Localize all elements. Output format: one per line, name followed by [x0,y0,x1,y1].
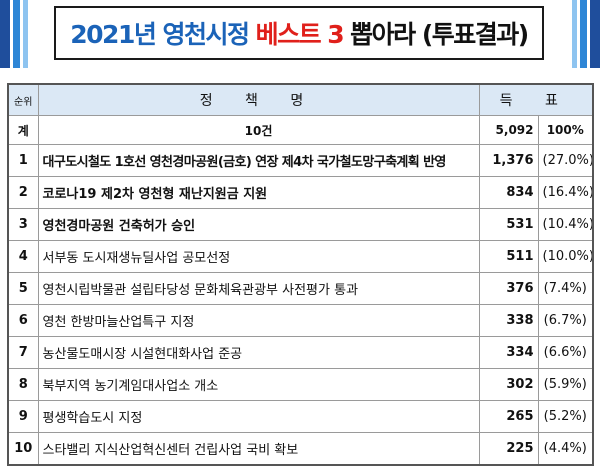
row-rank: 9 [7,400,39,433]
row-vote-percent: (10.0%) [537,240,594,273]
row-vote-count: 338 [478,304,539,337]
table-row: 1 대구도시철도 1호선 영천경마공원(금호) 연장 제4차 국가철도망구축계획… [7,144,594,177]
row-vote-count: 376 [478,272,539,305]
row-policy-name: 북부지역 농기계임대사업소 개소 [37,368,480,401]
row-policy-name: 영천경마공원 건축허가 승인 [37,208,480,241]
row-vote-count: 531 [478,208,539,241]
row-vote-count: 511 [478,240,539,273]
vote-result-table: 순위 정 책 명 득 표 계 10건 5,092 100% 1 대구도시철도 1… [7,83,594,466]
decorative-header-band [0,0,600,70]
page-title: 2021년 영천시정 베스트 3 뽑아라 (투표결과) [54,6,544,60]
row-rank: 5 [7,272,39,305]
row-rank: 8 [7,368,39,401]
total-votes: 5,092 [478,115,539,145]
row-vote-count: 302 [478,368,539,401]
row-vote-percent: (7.4%) [537,272,594,305]
row-policy-name: 코로나19 제2차 영천형 재난지원금 지원 [37,176,480,209]
right-stripe-mid [580,0,587,68]
row-vote-percent: (6.7%) [537,304,594,337]
row-policy-name: 평생학습도시 지정 [37,400,480,433]
row-policy-name: 스타밸리 지식산업혁신센터 건립사업 국비 확보 [37,432,480,466]
total-label: 계 [7,115,39,145]
row-policy-name: 서부동 도시재생뉴딜사업 공모선정 [37,240,480,273]
right-stripe-light [572,0,577,68]
left-stripe-mid [13,0,20,68]
table-row: 10 스타밸리 지식산업혁신센터 건립사업 국비 확보 225 (4.4%) [7,432,594,466]
row-vote-count: 1,376 [478,144,539,177]
row-vote-count: 834 [478,176,539,209]
row-vote-percent: (16.4%) [537,176,594,209]
table-header-row: 순위 정 책 명 득 표 [7,83,594,116]
table-row: 7 농산물도매시장 시설현대화사업 준공 334 (6.6%) [7,336,594,369]
table-total-row: 계 10건 5,092 100% [7,115,594,145]
total-count-items: 10건 [37,115,480,145]
row-vote-percent: (5.9%) [537,368,594,401]
table-row: 3 영천경마공원 건축허가 승인 531 (10.4%) [7,208,594,241]
row-rank: 10 [7,432,39,466]
table-row: 4 서부동 도시재생뉴딜사업 공모선정 511 (10.0%) [7,240,594,273]
row-vote-percent: (10.4%) [537,208,594,241]
table-row: 8 북부지역 농기계임대사업소 개소 302 (5.9%) [7,368,594,401]
row-policy-name: 영천시립박물관 설립타당성 문화체육관광부 사전평가 통과 [37,272,480,305]
row-vote-percent: (27.0%) [537,144,594,177]
table-row: 6 영천 한방마늘산업특구 지정 338 (6.7%) [7,304,594,337]
title-part-year: 2021년 영천시정 [70,20,250,49]
row-policy-name: 영천 한방마늘산업특구 지정 [37,304,480,337]
title-part-best: 베스트 3 [255,20,345,49]
table-row: 9 평생학습도시 지정 265 (5.2%) [7,400,594,433]
title-part-result: 뽑아라 (투표결과) [350,20,529,49]
row-rank: 7 [7,336,39,369]
right-stripe-dark [590,0,600,68]
row-rank: 2 [7,176,39,209]
header-policy-name: 정 책 명 [37,83,480,116]
row-vote-percent: (5.2%) [537,400,594,433]
row-vote-count: 225 [478,432,539,466]
row-vote-percent: (6.6%) [537,336,594,369]
total-percent: 100% [537,115,594,145]
table-row: 5 영천시립박물관 설립타당성 문화체육관광부 사전평가 통과 376 (7.4… [7,272,594,305]
table-row: 2 코로나19 제2차 영천형 재난지원금 지원 834 (16.4%) [7,176,594,209]
row-vote-percent: (4.4%) [537,432,594,466]
header-votes: 득 표 [478,83,594,116]
row-rank: 4 [7,240,39,273]
row-policy-name: 대구도시철도 1호선 영천경마공원(금호) 연장 제4차 국가철도망구축계획 반… [37,144,480,177]
left-stripe-light [23,0,28,68]
row-vote-count: 265 [478,400,539,433]
header-rank: 순위 [7,83,39,116]
row-rank: 3 [7,208,39,241]
row-vote-count: 334 [478,336,539,369]
left-stripe-dark [0,0,10,68]
row-rank: 1 [7,144,39,177]
row-rank: 6 [7,304,39,337]
row-policy-name: 농산물도매시장 시설현대화사업 준공 [37,336,480,369]
